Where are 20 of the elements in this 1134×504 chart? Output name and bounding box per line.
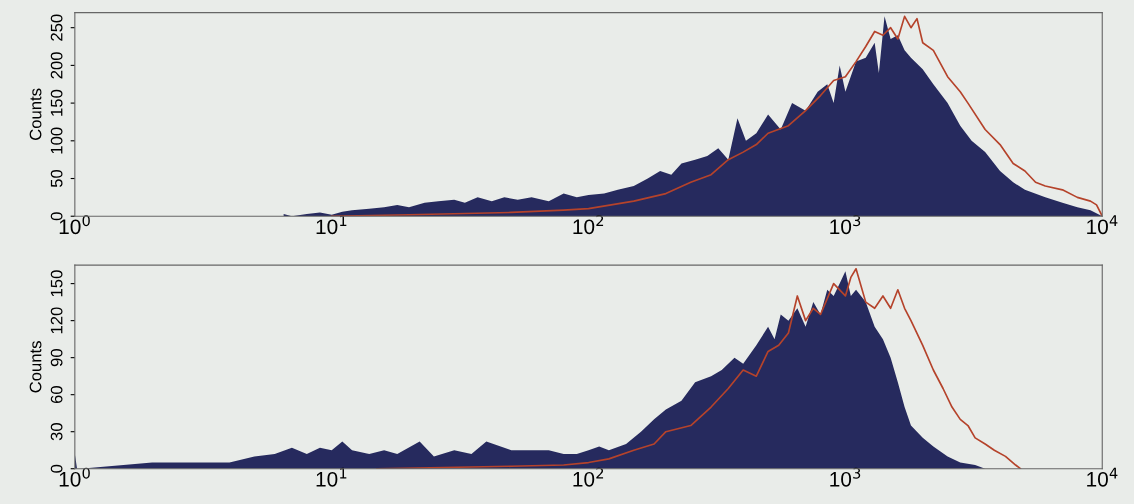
- y-tick-label: 100: [50, 127, 63, 154]
- y-tick-label: 30: [50, 423, 63, 441]
- y-axis-title: Counts: [29, 88, 42, 140]
- x-tick-label: 10$^{2}$: [573, 215, 604, 235]
- y-tick-label: 120: [50, 307, 63, 334]
- x-tick-label: 10$^{4}$: [1087, 215, 1118, 235]
- y-tick-label: 60: [50, 386, 63, 404]
- y-tick-label: 200: [50, 52, 63, 79]
- x-tick-label: 10$^{2}$: [573, 467, 604, 487]
- y-tick-label: 90: [50, 349, 63, 367]
- y-tick-label: 50: [50, 169, 63, 188]
- y-axis-title: Counts: [29, 341, 42, 393]
- x-tick-label: 10$^{1}$: [316, 215, 347, 235]
- x-tick-label: 10$^{3}$: [830, 215, 861, 235]
- y-tick-label: 150: [50, 89, 63, 116]
- y-tick-label: 150: [50, 270, 63, 297]
- x-tick-label: 10$^{3}$: [830, 467, 861, 487]
- y-tick-label: 250: [50, 14, 63, 41]
- x-tick-label: 10$^{4}$: [1087, 467, 1118, 487]
- x-tick-label: 10$^{1}$: [316, 467, 347, 487]
